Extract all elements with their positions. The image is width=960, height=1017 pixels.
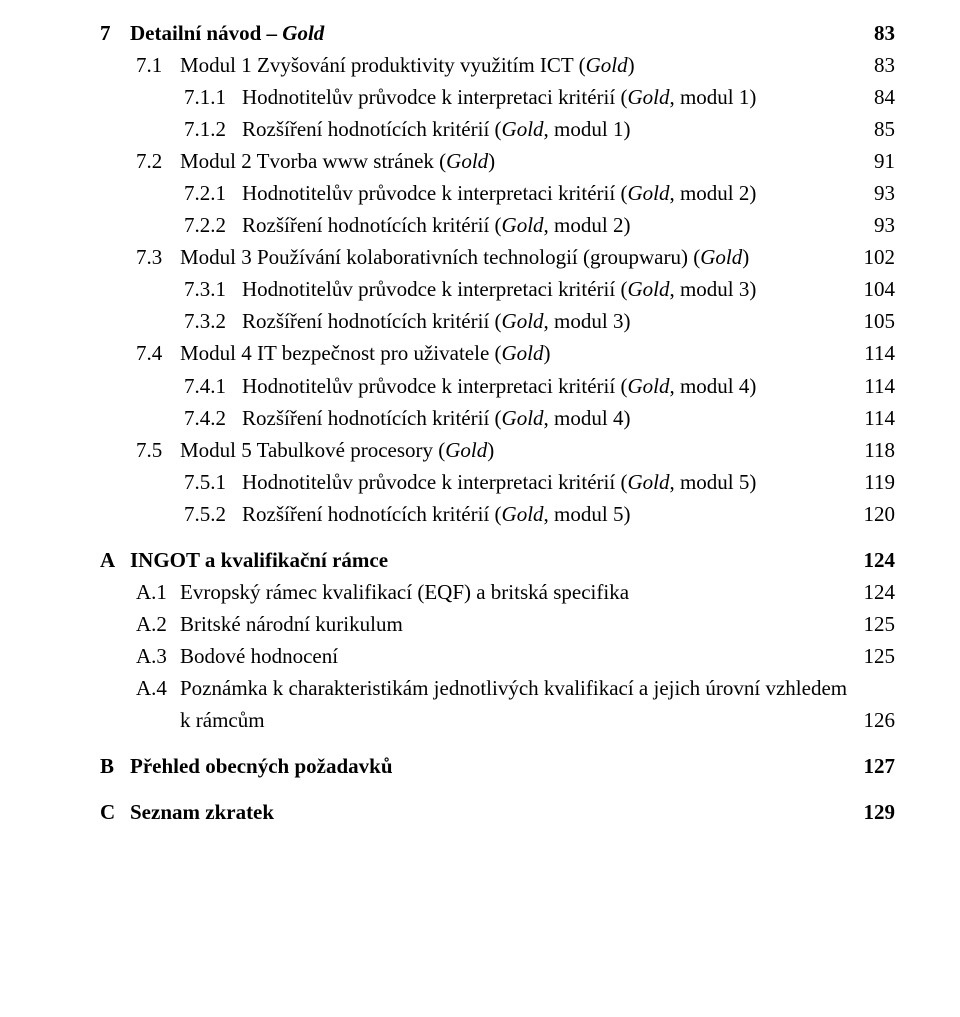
toc-entry: 7.2.1Hodnotitelův průvodce k interpretac… — [100, 182, 895, 204]
toc-entry-number: 7.2.1 — [184, 182, 242, 204]
toc-entry: 7.4.2Rozšíření hodnotících kritérií (Gol… — [100, 407, 895, 429]
toc-entry-page: 125 — [857, 645, 895, 667]
toc-entry: AINGOT a kvalifikační rámce 124 — [100, 549, 895, 571]
toc-entry-page: 124 — [857, 549, 895, 571]
toc-entry-page: 114 — [857, 407, 895, 429]
toc-entry-page: 102 — [857, 246, 895, 268]
toc-entry-title: Rozšíření hodnotících kritérií (Gold, mo… — [242, 407, 630, 429]
toc-entry-title: INGOT a kvalifikační rámce — [130, 549, 388, 571]
toc-entry-title: Evropský rámec kvalifikací (EQF) a brits… — [180, 581, 629, 603]
toc-entry-title: Rozšíření hodnotících kritérií (Gold, mo… — [242, 310, 630, 332]
toc-entry-title: Bodové hodnocení — [180, 645, 338, 667]
toc-entry: 7.3.2Rozšíření hodnotících kritérií (Gol… — [100, 310, 895, 332]
toc-entry-number: A.2 — [136, 613, 180, 635]
toc-entry-page: 85 — [857, 118, 895, 140]
toc-entry-page: 114 — [857, 375, 895, 397]
toc-entry-page: 119 — [857, 471, 895, 493]
toc-entry-number: 7.4.1 — [184, 375, 242, 397]
toc-entry-title: Hodnotitelův průvodce k interpretaci kri… — [242, 278, 756, 300]
toc-entry: 7.3Modul 3 Používání kolaborativních tec… — [100, 246, 895, 268]
toc-entry-page: 93 — [857, 214, 895, 236]
toc-entry-page: 129 — [857, 801, 895, 823]
toc-entry-page: 105 — [857, 310, 895, 332]
toc-entry-page: 91 — [857, 150, 895, 172]
toc-entry: A.2Britské národní kurikulum 125 — [100, 613, 895, 635]
toc-entry-number: 7.4 — [136, 342, 180, 364]
toc-entry: 7.5.1Hodnotitelův průvodce k interpretac… — [100, 471, 895, 493]
toc-entry-title: Hodnotitelův průvodce k interpretaci kri… — [242, 471, 756, 493]
table-of-contents: 7Detailní návod – Gold837.1Modul 1 Zvyšo… — [100, 22, 895, 823]
toc-entry-page: 124 — [857, 581, 895, 603]
toc-entry-title: Modul 5 Tabulkové procesory (Gold) — [180, 439, 494, 461]
toc-entry-number: 7.4.2 — [184, 407, 242, 429]
toc-entry-number: A.3 — [136, 645, 180, 667]
toc-entry: 7.4Modul 4 IT bezpečnost pro uživatele (… — [100, 342, 895, 364]
toc-entry-page: 93 — [857, 182, 895, 204]
toc-entry-number: A.1 — [136, 581, 180, 603]
toc-entry-title: Modul 2 Tvorba www stránek (Gold) — [180, 150, 495, 172]
toc-entry-number: A — [100, 549, 130, 571]
toc-entry: 7Detailní návod – Gold 83 — [100, 22, 895, 44]
toc-entry-title: k rámcům — [180, 709, 265, 731]
page: 7Detailní návod – Gold837.1Modul 1 Zvyšo… — [0, 0, 960, 873]
toc-entry-number: 7.1.2 — [184, 118, 242, 140]
toc-entry-title: Rozšíření hodnotících kritérií (Gold, mo… — [242, 214, 630, 236]
toc-entry-number: B — [100, 755, 130, 777]
toc-entry-page: 118 — [857, 439, 895, 461]
toc-entry-title: Modul 4 IT bezpečnost pro uživatele (Gol… — [180, 342, 551, 364]
toc-entry-number: 7.3 — [136, 246, 180, 268]
toc-entry: 7.1.1Hodnotitelův průvodce k interpretac… — [100, 86, 895, 108]
toc-entry-title: Seznam zkratek — [130, 801, 274, 823]
toc-entry: 7.5.2Rozšíření hodnotících kritérií (Gol… — [100, 503, 895, 525]
toc-entry-page: 114 — [857, 342, 895, 364]
toc-entry: 7.2Modul 2 Tvorba www stránek (Gold) 91 — [100, 150, 895, 172]
toc-entry-title: Hodnotitelův průvodce k interpretaci kri… — [242, 375, 756, 397]
toc-entry-title: Modul 3 Používání kolaborativních techno… — [180, 246, 749, 268]
toc-entry-number: A.4 — [136, 677, 180, 699]
toc-entry: 7.3.1Hodnotitelův průvodce k interpretac… — [100, 278, 895, 300]
toc-entry: A.3Bodové hodnocení 125 — [100, 645, 895, 667]
toc-entry: BPřehled obecných požadavků 127 — [100, 755, 895, 777]
toc-entry-number: C — [100, 801, 130, 823]
toc-entry: 7.5Modul 5 Tabulkové procesory (Gold) 118 — [100, 439, 895, 461]
toc-entry: A.1Evropský rámec kvalifikací (EQF) a br… — [100, 581, 895, 603]
toc-entry-page: 84 — [857, 86, 895, 108]
toc-entry-title: Hodnotitelův průvodce k interpretaci kri… — [242, 182, 756, 204]
toc-entry-page: 120 — [857, 503, 895, 525]
toc-entry-number: 7.5.2 — [184, 503, 242, 525]
toc-entry: 7.4.1Hodnotitelův průvodce k interpretac… — [100, 375, 895, 397]
toc-entry: 7.1Modul 1 Zvyšování produktivity využit… — [100, 54, 895, 76]
toc-entry: CSeznam zkratek 129 — [100, 801, 895, 823]
toc-entry-title: Hodnotitelův průvodce k interpretaci kri… — [242, 86, 756, 108]
toc-entry-number: 7.1.1 — [184, 86, 242, 108]
toc-entry-number: 7.2.2 — [184, 214, 242, 236]
toc-entry-title: Poznámka k charakteristikám jednotlivých… — [180, 677, 847, 699]
toc-entry: 7.2.2Rozšíření hodnotících kritérií (Gol… — [100, 214, 895, 236]
toc-entry-title: Rozšíření hodnotících kritérií (Gold, mo… — [242, 503, 630, 525]
toc-entry-number: 7.5 — [136, 439, 180, 461]
toc-entry-title: Přehled obecných požadavků — [130, 755, 393, 777]
toc-entry-title: Detailní návod – Gold — [130, 22, 324, 44]
toc-entry-number: 7 — [100, 22, 130, 44]
toc-entry-number: 7.3.1 — [184, 278, 242, 300]
toc-entry-title: Rozšíření hodnotících kritérií (Gold, mo… — [242, 118, 630, 140]
toc-entry-page: 126 — [857, 709, 895, 731]
toc-entry-number: 7.5.1 — [184, 471, 242, 493]
toc-entry-page: 83 — [857, 22, 895, 44]
toc-entry-title: Britské národní kurikulum — [180, 613, 403, 635]
toc-entry-number: 7.3.2 — [184, 310, 242, 332]
toc-entry-number: 7.2 — [136, 150, 180, 172]
toc-entry-title: Modul 1 Zvyšování produktivity využitím … — [180, 54, 635, 76]
toc-entry-number: 7.1 — [136, 54, 180, 76]
toc-entry-page: 83 — [857, 54, 895, 76]
toc-entry-page: 104 — [857, 278, 895, 300]
toc-entry: k rámcům 126 — [100, 709, 895, 731]
toc-entry: A.4Poznámka k charakteristikám jednotliv… — [100, 677, 895, 699]
toc-entry: 7.1.2Rozšíření hodnotících kritérií (Gol… — [100, 118, 895, 140]
toc-entry-page: 127 — [857, 755, 895, 777]
toc-entry-page: 125 — [857, 613, 895, 635]
